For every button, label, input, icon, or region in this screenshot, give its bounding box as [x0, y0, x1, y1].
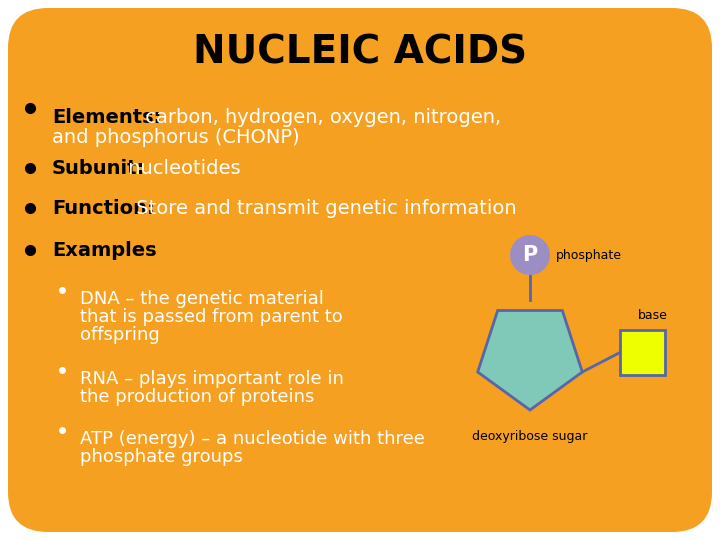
- Text: deoxyribose sugar: deoxyribose sugar: [472, 430, 588, 443]
- Text: phosphate: phosphate: [556, 248, 622, 261]
- Text: Store and transmit genetic information: Store and transmit genetic information: [130, 199, 517, 218]
- Text: that is passed from parent to: that is passed from parent to: [80, 308, 343, 326]
- Text: base: base: [638, 309, 667, 322]
- Text: offspring: offspring: [80, 326, 160, 344]
- Text: NUCLEIC ACIDS: NUCLEIC ACIDS: [193, 33, 527, 71]
- Text: ATP (energy) – a nucleotide with three: ATP (energy) – a nucleotide with three: [80, 430, 425, 448]
- FancyBboxPatch shape: [8, 8, 712, 532]
- Text: RNA – plays important role in: RNA – plays important role in: [80, 370, 344, 388]
- Text: Elements:: Elements:: [52, 108, 161, 127]
- Text: P: P: [523, 245, 538, 265]
- Text: Subunit:: Subunit:: [52, 159, 145, 178]
- Text: Examples: Examples: [52, 240, 157, 260]
- Text: the production of proteins: the production of proteins: [80, 388, 315, 406]
- Text: carbon, hydrogen, oxygen, nitrogen,: carbon, hydrogen, oxygen, nitrogen,: [139, 108, 501, 127]
- Text: nucleotides: nucleotides: [122, 159, 240, 178]
- Text: DNA – the genetic material: DNA – the genetic material: [80, 290, 324, 308]
- Polygon shape: [477, 310, 582, 410]
- Text: and phosphorus (CHONP): and phosphorus (CHONP): [52, 128, 300, 147]
- Bar: [620, 330, 665, 375]
- Circle shape: [510, 235, 550, 275]
- Text: phosphate groups: phosphate groups: [80, 448, 243, 466]
- Text: Function:: Function:: [52, 199, 155, 218]
